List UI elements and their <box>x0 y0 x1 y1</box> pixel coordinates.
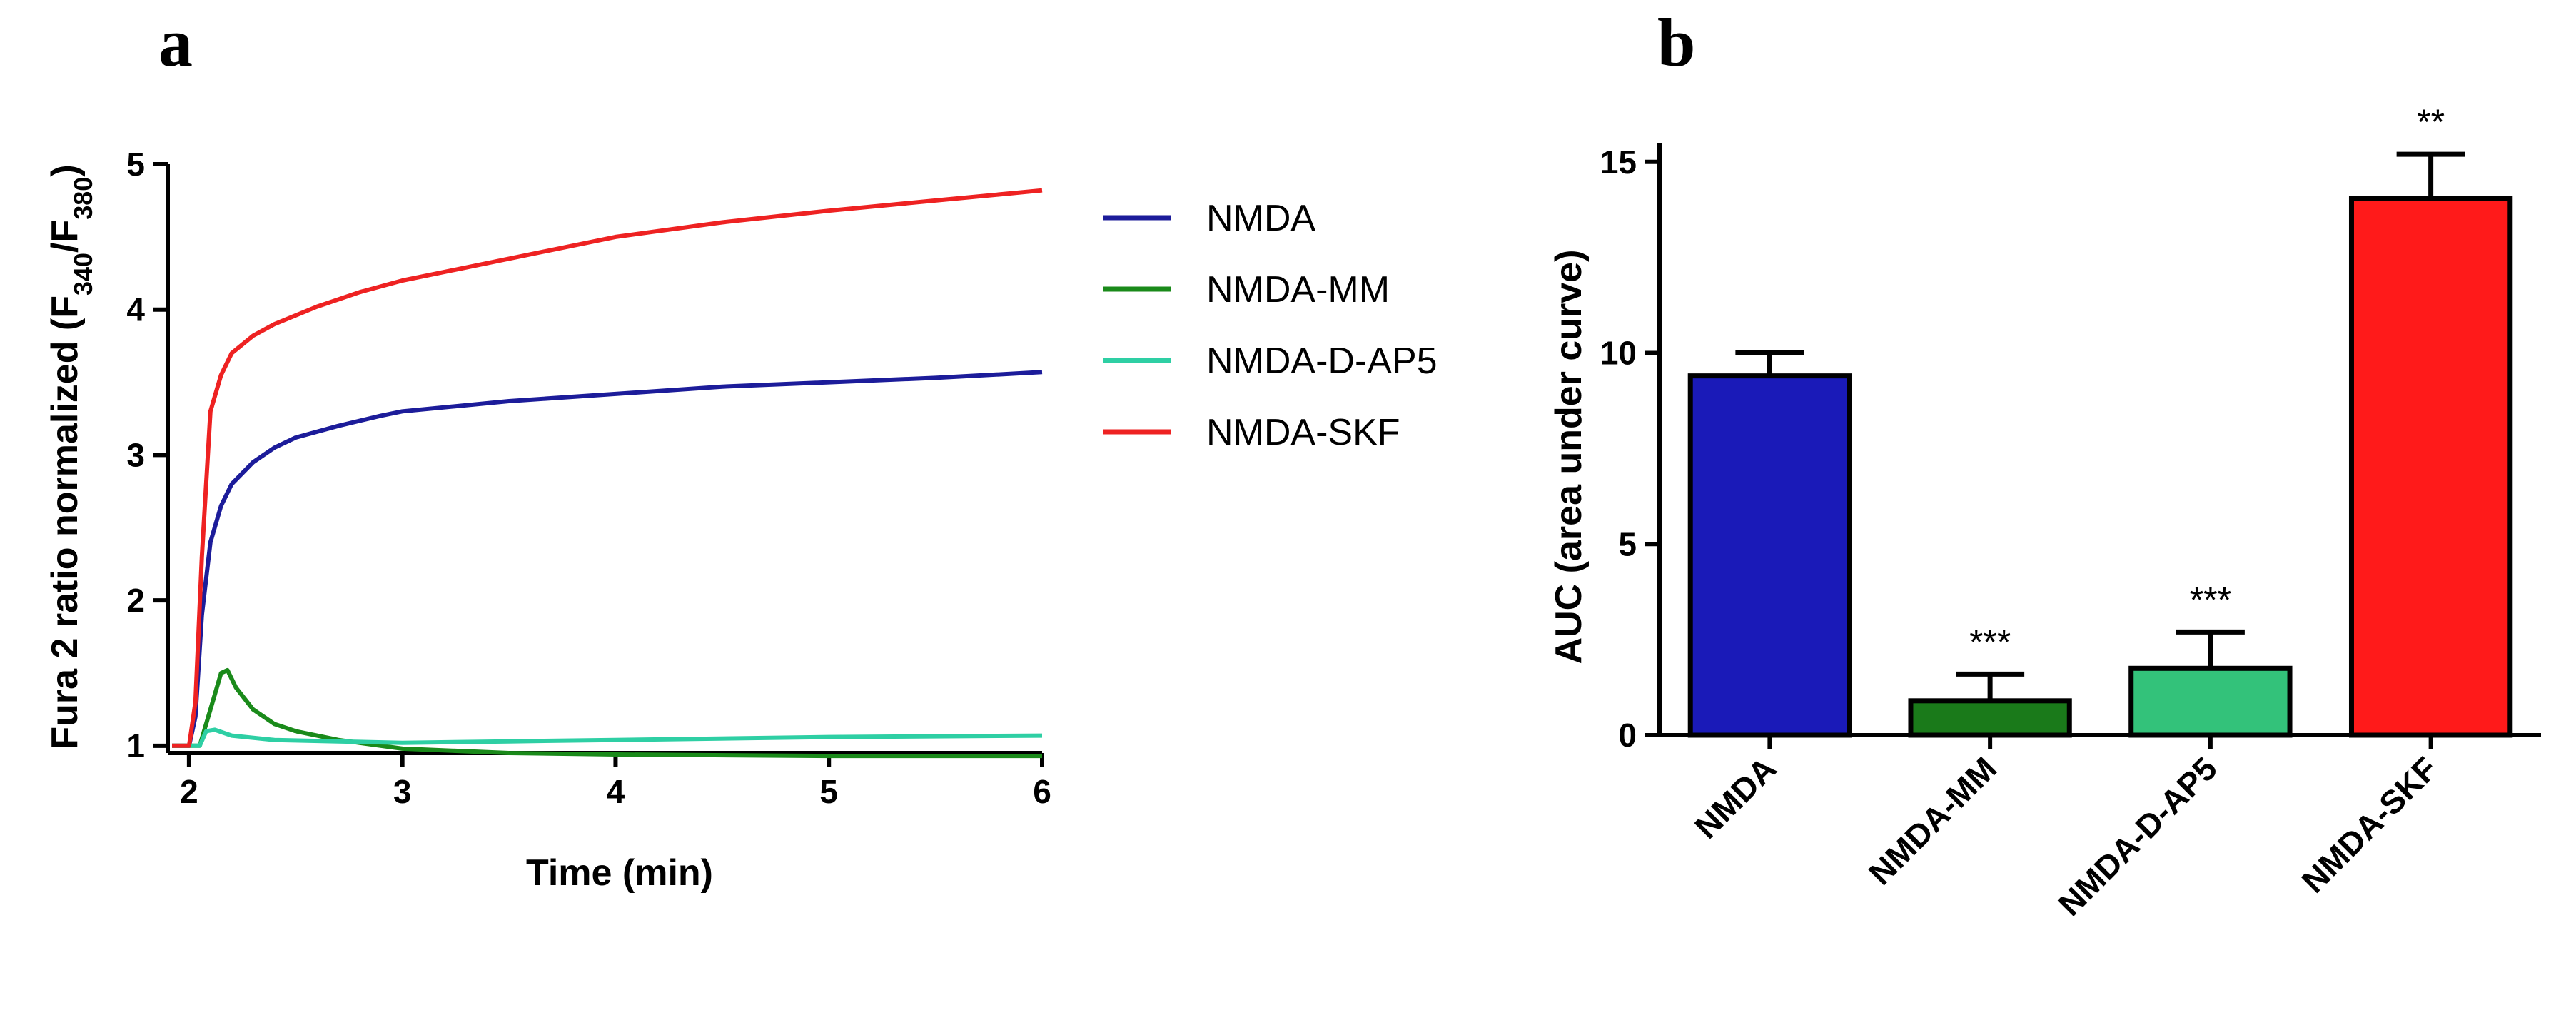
legend-label: NMDA-SKF <box>1206 412 1400 453</box>
panel-a-y-axis-title: Fura 2 ratio normalized (F340/F380) <box>44 164 98 749</box>
legend-item-nmda-skf: NMDA-SKF <box>1103 412 1400 453</box>
panel-a-y-tick-label: 5 <box>126 146 145 183</box>
legend-item-nmda-mm: NMDA-MM <box>1103 269 1390 310</box>
panel-b-letter: b <box>1657 4 1695 81</box>
panel-a-legend: NMDA NMDA-MM NMDA-D-AP5 NMDA-SKF <box>1103 198 1438 453</box>
legend-item-nmda-d-ap5: NMDA-D-AP5 <box>1103 340 1438 382</box>
panel-a-x-tick-label: 2 <box>180 773 198 810</box>
panel-b-y-axis-title: AUC (area under curve) <box>1548 250 1590 665</box>
panel-a-x-tick-label: 4 <box>607 773 625 810</box>
panel-a-x-tick-label: 6 <box>1033 773 1051 810</box>
series-line-nmda-mm <box>172 667 1042 759</box>
bar-nmda-d-ap5 <box>2128 665 2293 738</box>
bar-nmda <box>1687 373 1852 738</box>
category-label: NMDA-MM <box>1862 749 2004 892</box>
bar-group-nmda-mm: *** NMDA-MM <box>1862 622 2072 892</box>
bar-nmda-mm <box>1908 698 2072 738</box>
panel-a-series-lines <box>172 188 1043 759</box>
panel-b-bar-chart: b AUC (area under curve) 0 5 10 15 NMDA *** N… <box>1548 4 2541 923</box>
series-line-nmda <box>172 370 1043 748</box>
category-label: NMDA <box>1687 749 1783 845</box>
panel-b-y-tick-label: 10 <box>1600 335 1637 372</box>
bar-group-nmda-skf: ** NMDA-SKF <box>2294 102 2513 900</box>
legend-label: NMDA <box>1206 198 1315 239</box>
category-label: NMDA-SKF <box>2294 749 2444 899</box>
category-label: NMDA-D-AP5 <box>2051 749 2224 923</box>
panel-b-y-tick-label: 5 <box>1618 525 1637 562</box>
bar-group-nmda: NMDA <box>1687 350 1852 846</box>
panel-a-y-tick-label: 3 <box>126 436 145 473</box>
panel-a-letter: a <box>158 4 193 81</box>
significance-marker: *** <box>1969 622 2011 662</box>
panel-a-x-tick-label: 3 <box>393 773 412 810</box>
panel-b-y-tick-label: 0 <box>1618 717 1637 754</box>
significance-marker: *** <box>2190 580 2231 620</box>
panel-a-y-tick-label: 2 <box>126 582 145 619</box>
legend-label: NMDA-D-AP5 <box>1206 340 1438 382</box>
bar-group-nmda-d-ap5: *** NMDA-D-AP5 <box>2051 580 2293 923</box>
panel-a-x-axis-title: Time (min) <box>526 852 713 894</box>
bar-nmda-skf <box>2348 196 2513 738</box>
series-line-nmda-skf <box>172 188 1043 748</box>
panel-a-y-tick-label: 4 <box>126 291 145 328</box>
significance-marker: ** <box>2417 102 2445 142</box>
legend-item-nmda: NMDA <box>1103 198 1315 239</box>
series-line-nmda-d-ap5 <box>172 727 1043 748</box>
panel-a-x-tick-label: 5 <box>819 773 838 810</box>
panel-a-y-tick-label: 1 <box>126 727 145 764</box>
legend-label: NMDA-MM <box>1206 269 1390 310</box>
panel-b-y-tick-label: 15 <box>1600 143 1637 181</box>
panel-b-bars: NMDA *** NMDA-MM *** NMDA-D-AP5 ** NMDA-SKF <box>1687 102 2513 923</box>
panel-a-line-chart: a Fura 2 ratio normalized (F340/F380) Ti… <box>44 4 1438 894</box>
